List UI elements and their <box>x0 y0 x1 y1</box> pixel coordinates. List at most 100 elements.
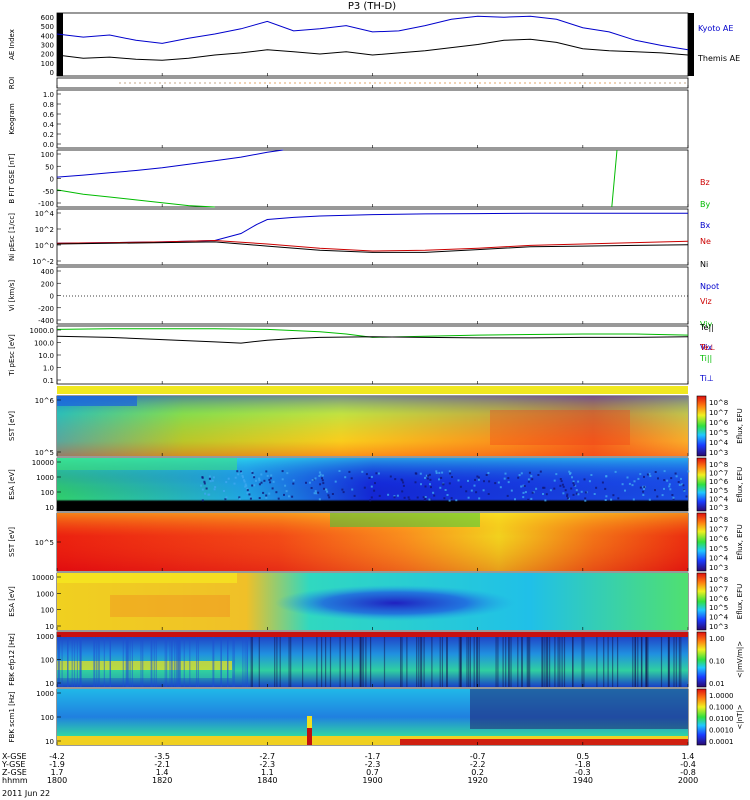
speckle <box>595 486 598 489</box>
speckle <box>520 485 523 488</box>
speckle <box>204 492 207 495</box>
speckle <box>318 475 321 477</box>
vi-ylabel: Vi [km/s] <box>8 280 16 311</box>
speckle <box>687 470 690 473</box>
fbk-stripe <box>109 637 111 687</box>
ti-ytick: 1000.0 <box>30 327 55 335</box>
speckle <box>441 471 444 474</box>
roi-dot <box>594 82 596 84</box>
fbk-stripe <box>460 637 462 687</box>
speckle <box>208 475 211 478</box>
esa-electron-spectrogram <box>57 573 688 630</box>
roi-dot <box>499 82 501 84</box>
speckle <box>365 473 368 476</box>
roi-dot <box>454 82 456 84</box>
vi-ytick: -200 <box>38 305 54 313</box>
speckle <box>478 497 481 500</box>
roi-dot <box>269 82 271 84</box>
roi-dot <box>389 82 391 84</box>
speckle <box>448 499 451 502</box>
fbk-stripe <box>179 637 181 687</box>
speckle <box>678 483 681 486</box>
xrow-value: 1840 <box>257 776 277 785</box>
sst_i-ytick: 10^5 <box>35 449 54 457</box>
ti-ytick: 0.1 <box>43 377 54 385</box>
speckle <box>560 480 563 483</box>
speckle <box>424 496 427 498</box>
roi-dot <box>329 82 331 84</box>
speckle <box>605 475 608 478</box>
sst_e-colorbar-tick: 10^5 <box>709 545 728 553</box>
speckle <box>223 490 225 492</box>
speckle <box>283 493 285 496</box>
speckle <box>549 489 552 492</box>
speckle <box>569 472 571 475</box>
speckle <box>448 482 451 485</box>
speckle <box>527 498 530 501</box>
speckle <box>325 488 328 491</box>
speckle <box>443 497 446 500</box>
speckle <box>268 478 271 481</box>
fbk-stripe <box>142 637 144 687</box>
sst-ion-spectrogram <box>57 396 688 456</box>
fbk-stripe <box>458 637 460 687</box>
esa_e-colorbar-tick: 10^3 <box>709 623 728 631</box>
roi-dot <box>474 82 476 84</box>
roi-dot <box>314 82 316 84</box>
fbk-stripe <box>547 637 549 687</box>
speckle <box>423 499 426 501</box>
fbk-stripe <box>290 637 292 687</box>
speckle <box>614 470 617 473</box>
fbk-stripe <box>529 637 531 687</box>
fbk-stripe <box>401 637 403 687</box>
roi-dot <box>259 82 261 84</box>
fbk-stripe <box>521 637 523 687</box>
xrow-value: 1900 <box>362 776 382 785</box>
sst_e-ytick: 10^5 <box>35 539 54 547</box>
speckle <box>292 482 295 485</box>
fbk-stripe <box>329 637 332 687</box>
ae-series <box>56 15 689 61</box>
speckle <box>246 489 249 492</box>
esa_i-colorbar-tick: 10^5 <box>709 487 728 495</box>
speckle <box>564 489 567 492</box>
ae-ytick: 0 <box>50 69 54 77</box>
fbk-stripe <box>189 637 191 687</box>
fbk-stripe <box>179 637 181 687</box>
esa_e-colorbar-tick: 10^6 <box>709 595 729 603</box>
speckle <box>476 475 479 478</box>
ae-ylabel: AE Index <box>8 29 16 60</box>
esa_i-ytick: 100 <box>41 489 54 497</box>
roi-dot <box>639 82 641 84</box>
speckle <box>682 484 685 487</box>
speckle <box>209 480 212 483</box>
speckle <box>327 494 330 497</box>
speckle <box>370 485 373 488</box>
speckle <box>244 483 247 486</box>
roi-dot <box>544 82 546 84</box>
speckle <box>419 472 422 475</box>
roi-dot <box>484 82 486 84</box>
fbk-stripe <box>559 637 561 687</box>
xrow-label: Z-GSE <box>2 768 27 777</box>
speckle <box>553 479 556 482</box>
speckle <box>648 498 651 501</box>
speckle <box>389 475 392 478</box>
fbk-stripe <box>406 637 408 687</box>
fbk-stripe <box>581 637 583 687</box>
speckle <box>643 488 645 490</box>
fbk-stripe <box>527 637 530 687</box>
fbk-stripe <box>80 637 82 687</box>
roi-dot <box>539 82 541 84</box>
speckle <box>246 487 249 490</box>
esa_e-colorbar-tick: 10^7 <box>709 585 728 593</box>
speckle <box>265 470 268 473</box>
roi-dot <box>229 82 231 84</box>
speckle <box>201 476 204 479</box>
roi-dot <box>599 82 601 84</box>
speckle <box>246 492 249 494</box>
speckle <box>265 496 268 499</box>
roi-dot <box>559 82 561 84</box>
fbk-stripe <box>645 637 647 687</box>
speckle <box>433 494 436 497</box>
